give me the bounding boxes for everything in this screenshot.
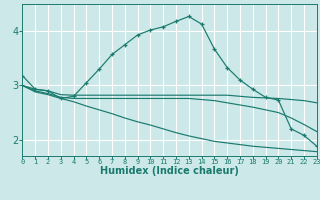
X-axis label: Humidex (Indice chaleur): Humidex (Indice chaleur)	[100, 166, 239, 176]
